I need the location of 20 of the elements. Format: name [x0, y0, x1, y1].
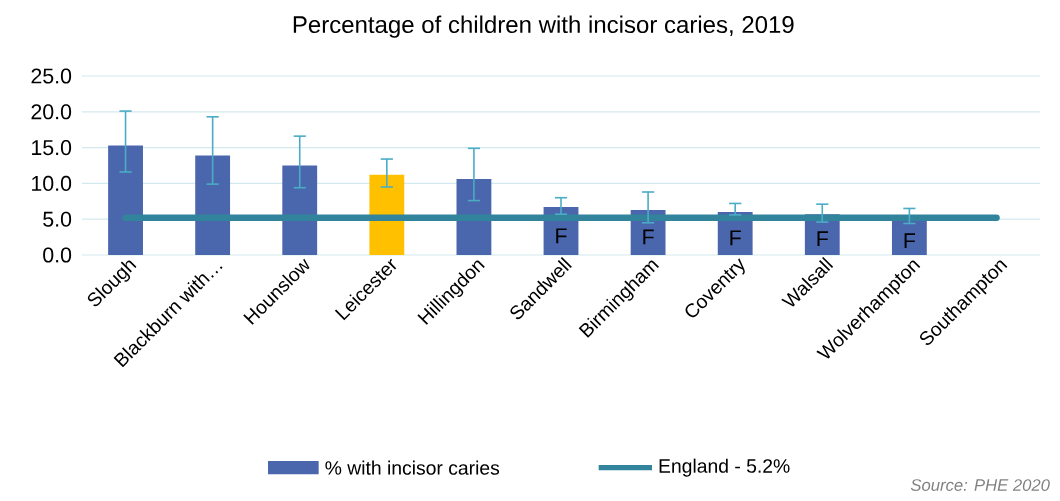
data-label: F: [904, 233, 916, 249]
bar: [891, 219, 927, 255]
chart-title: Percentage of children with incisor caries, 2019: [293, 15, 794, 38]
y-tick-label: 25.0: [31, 68, 72, 84]
data-label: F: [817, 231, 828, 247]
bar: [108, 145, 143, 255]
data-label: F: [556, 228, 567, 244]
y-tick-label: 10.0: [32, 175, 72, 191]
bar: [369, 174, 405, 255]
y-tick-label: 15.0: [32, 140, 72, 156]
source-note: Source: PHE 2020: [910, 479, 1050, 491]
y-tick-label: 20.0: [31, 104, 72, 120]
legend-label: England - 5.2%: [659, 458, 790, 477]
y-tick-label: 5.0: [43, 211, 72, 227]
bar: [282, 165, 318, 255]
legend-label: % with incisor caries: [325, 460, 500, 475]
bar: [195, 155, 231, 255]
data-label: F: [643, 229, 654, 245]
data-label: F: [730, 230, 741, 246]
y-tick-label: 0.0: [43, 247, 72, 263]
